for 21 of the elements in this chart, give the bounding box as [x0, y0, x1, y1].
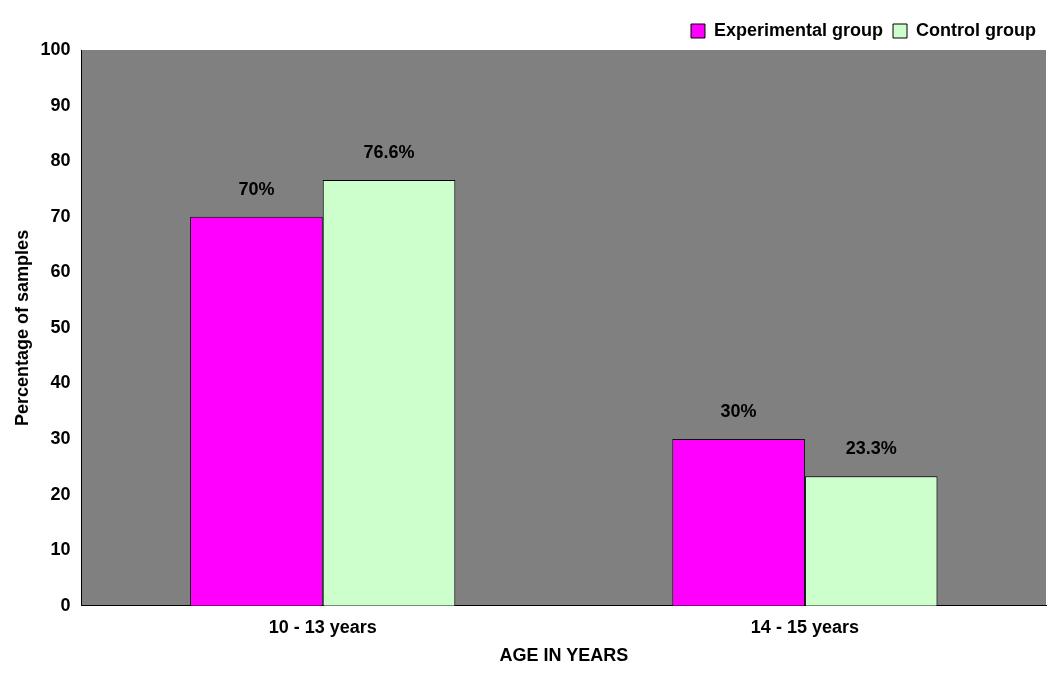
legend-label: Experimental group	[714, 19, 884, 40]
y-tick-label: 20	[50, 483, 71, 504]
y-tick-label: 50	[50, 316, 71, 337]
y-axis-title: Percentage of samples	[11, 229, 32, 426]
y-tick-label: 10	[50, 539, 71, 560]
y-tick-label: 80	[50, 150, 71, 171]
data-label: 70%	[238, 178, 275, 199]
x-tick-label: 14 - 15 years	[750, 616, 859, 637]
y-tick-label: 70	[50, 205, 71, 226]
y-tick-label: 40	[50, 372, 71, 393]
x-axis-title: AGE IN YEARS	[499, 645, 629, 666]
y-tick-label: 30	[50, 428, 71, 449]
data-label: 76.6%	[363, 142, 415, 163]
y-tick-label: 60	[50, 261, 71, 282]
x-tick-label: 10 - 13 years	[268, 616, 377, 637]
data-label: 23.3%	[845, 438, 897, 459]
data-label: 30%	[720, 401, 757, 422]
legend-label: Control group	[916, 19, 1037, 40]
y-tick-label: 100	[40, 38, 71, 59]
y-tick-label: 0	[60, 594, 71, 615]
y-tick-label: 90	[50, 94, 71, 115]
